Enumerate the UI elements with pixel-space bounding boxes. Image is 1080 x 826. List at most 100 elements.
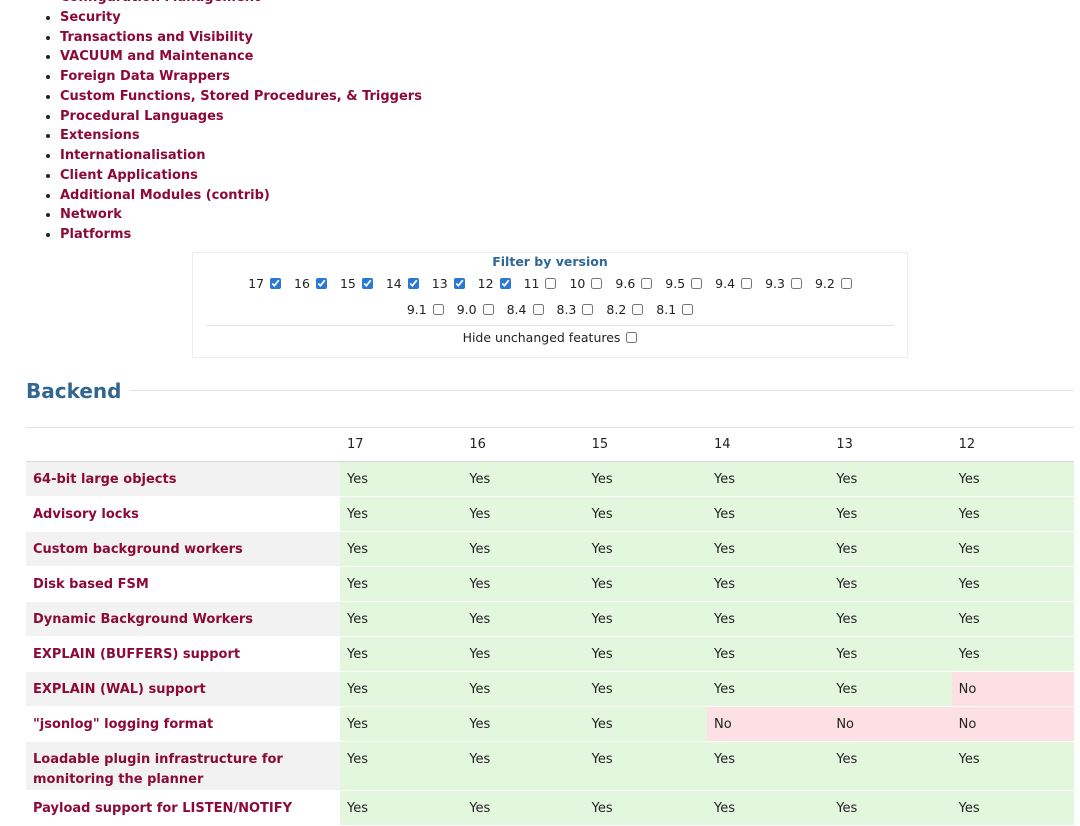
support-cell: No (829, 706, 952, 742)
version-option[interactable]: 8.3 (557, 302, 594, 317)
version-option[interactable]: 9.5 (665, 276, 703, 291)
support-cell: Yes (829, 790, 952, 826)
version-checkbox[interactable] (532, 303, 544, 315)
version-label: 16 (294, 275, 310, 291)
support-cell: Yes (462, 741, 585, 791)
version-label: 12 (477, 275, 494, 291)
version-option[interactable]: 8.1 (656, 301, 694, 317)
version-option[interactable]: 9.6 (615, 276, 653, 291)
support-cell: Yes (462, 461, 585, 497)
support-cell: Yes (340, 531, 463, 567)
support-cell: Yes (462, 671, 585, 707)
support-cell: Yes (951, 566, 1074, 602)
version-checkbox[interactable] (641, 277, 653, 289)
support-cell: Yes (706, 741, 830, 791)
support-cell: Yes (706, 790, 830, 826)
support-cell: Yes (829, 496, 952, 532)
version-filter: Filter by version 17 16 15 14 13 12 11 10 9.6 9.5… (192, 252, 908, 358)
support-cell: Yes (340, 461, 463, 497)
nav-item: Configuration Management (60, 0, 422, 8)
version-checkbox[interactable] (432, 303, 444, 315)
support-cell: Yes (462, 636, 585, 672)
version-option[interactable]: 10 (569, 276, 603, 291)
version-checkbox[interactable] (840, 277, 852, 289)
version-row: 9.1 9.0 8.4 8.3 8.2 8.1 (193, 296, 907, 322)
nav-item: Transactions and Visibility (60, 28, 422, 48)
version-option[interactable]: 9.1 (407, 302, 444, 317)
version-label: 9.4 (715, 275, 736, 291)
nav-link[interactable]: Platforms (60, 227, 132, 242)
nav-link[interactable]: Client Applications (60, 167, 198, 183)
nav-link[interactable]: VACUUM and Maintenance (60, 49, 254, 65)
hide-unchanged: Hide unchanged features (193, 326, 907, 348)
nav-link[interactable]: Transactions and Visibility (60, 29, 253, 45)
nav-link[interactable]: Procedural Languages (60, 108, 224, 124)
version-checkbox[interactable] (591, 277, 603, 289)
nav-item: VACUUM and Maintenance (60, 47, 422, 67)
version-checkbox[interactable] (545, 277, 557, 289)
version-option[interactable]: 8.4 (507, 302, 544, 317)
nav-link[interactable]: Configuration Management (60, 0, 260, 5)
version-checkbox[interactable] (682, 303, 694, 315)
support-cell: Yes (829, 741, 952, 791)
hide-unchanged-option[interactable]: Hide unchanged features (463, 330, 638, 345)
version-option[interactable]: 15 (340, 276, 373, 291)
nav-item: Internationalisation (60, 146, 422, 166)
support-cell: Yes (706, 461, 830, 497)
support-cell: Yes (340, 741, 463, 791)
version-label: 13 (431, 275, 448, 291)
support-cell: Yes (340, 496, 463, 532)
support-cell: Yes (951, 741, 1074, 791)
version-checkbox[interactable] (632, 303, 644, 315)
nav-link[interactable]: Security (60, 9, 121, 25)
column-header: 16 (462, 427, 585, 462)
support-cell: Yes (584, 790, 707, 826)
version-checkbox[interactable] (790, 277, 802, 289)
support-cell: Yes (584, 496, 707, 532)
support-cell: Yes (951, 790, 1074, 826)
nav-link[interactable]: Internationalisation (60, 148, 206, 163)
support-cell: Yes (584, 741, 707, 791)
version-checkbox[interactable] (741, 277, 753, 289)
version-option[interactable]: 9.4 (715, 275, 753, 291)
support-cell: Yes (584, 531, 707, 567)
nav-link[interactable]: Custom Functions, Stored Procedures, & T… (60, 88, 422, 104)
nav-link[interactable]: Additional Modules (contrib) (60, 187, 270, 203)
version-option[interactable]: 16 (294, 276, 327, 291)
version-checkbox[interactable] (407, 277, 419, 289)
version-option[interactable]: 9.2 (815, 276, 852, 291)
version-checkbox[interactable] (453, 277, 465, 289)
version-checkbox[interactable] (499, 277, 511, 289)
version-option[interactable]: 9.0 (457, 302, 494, 317)
version-checkbox[interactable] (361, 277, 373, 289)
version-label: 8.1 (656, 301, 677, 317)
support-cell: No (951, 671, 1074, 707)
version-option[interactable]: 8.2 (606, 302, 644, 317)
support-cell: Yes (829, 671, 952, 707)
support-cell: Yes (340, 671, 463, 707)
version-option[interactable]: 11 (524, 276, 557, 291)
version-option[interactable]: 13 (432, 276, 465, 291)
support-cell: Yes (340, 601, 463, 637)
version-option[interactable]: 14 (386, 276, 419, 291)
nav-link[interactable]: Extensions (60, 128, 140, 144)
version-option[interactable]: 12 (478, 276, 511, 291)
version-checkbox[interactable] (315, 277, 327, 289)
version-checkbox[interactable] (582, 303, 594, 315)
support-cell: Yes (829, 636, 952, 672)
support-cell: Yes (829, 566, 952, 602)
version-option[interactable]: 17 (248, 276, 282, 291)
support-cell: Yes (706, 636, 830, 672)
hide-unchanged-checkbox[interactable] (626, 331, 638, 343)
feature-row: Custom background workers Yes Yes Yes Yes Yes… (26, 531, 1074, 567)
nav-link[interactable]: Network (60, 207, 122, 223)
version-checkbox[interactable] (482, 303, 494, 315)
support-cell: Yes (462, 496, 585, 532)
support-cell: Yes (706, 531, 830, 567)
version-checkbox[interactable] (270, 277, 282, 289)
version-checkbox[interactable] (691, 277, 703, 289)
version-option[interactable]: 9.3 (765, 276, 802, 291)
support-cell: Yes (462, 566, 585, 602)
nav-link[interactable]: Foreign Data Wrappers (60, 69, 231, 84)
